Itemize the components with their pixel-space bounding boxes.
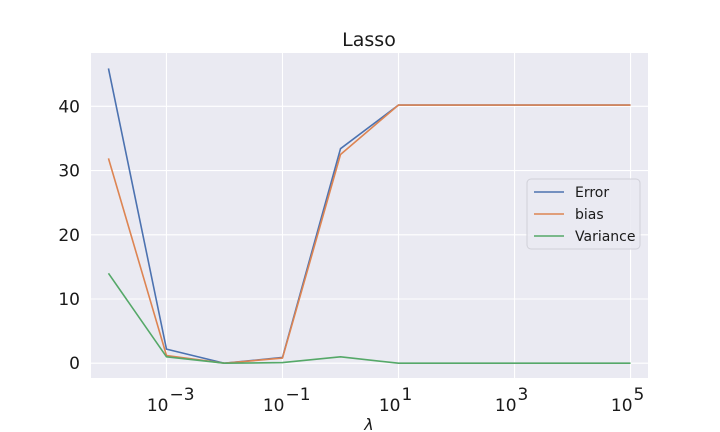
x-tick-exponent: −1 — [285, 385, 310, 405]
x-tick-exponent: 3 — [518, 385, 529, 405]
legend-frame — [526, 178, 641, 250]
legend-label: Variance — [575, 229, 635, 245]
x-axis-label: λ — [363, 415, 373, 432]
x-tick-label-4: 105 — [611, 385, 644, 416]
series-line-variance — [107, 272, 631, 365]
y-tick-label-3: 30 — [58, 162, 80, 182]
x-tick-label-3: 103 — [495, 385, 528, 416]
legend-label: bias — [575, 207, 604, 223]
x-tick-label-2: 101 — [379, 385, 412, 416]
x-tick-exponent: 1 — [402, 385, 413, 405]
y-tick-label-2: 20 — [58, 226, 80, 246]
legend: Error bias Variance — [526, 178, 641, 250]
legend-item-error: Error — [534, 185, 609, 201]
y-tick-labels: 0 10 20 30 40 — [58, 97, 80, 374]
x-tick-exponent: 5 — [634, 385, 645, 405]
x-tick-exponent: −3 — [169, 385, 194, 405]
y-tick-label-4: 40 — [58, 97, 80, 117]
x-tick-base: 10 — [495, 396, 517, 416]
x-tick-label-1: 10−1 — [263, 385, 311, 416]
x-tick-base: 10 — [611, 396, 633, 416]
legend-item-bias: bias — [534, 207, 604, 223]
chart-title: Lasso — [342, 29, 396, 51]
x-tick-base: 10 — [263, 396, 285, 416]
x-tick-label-0: 10−3 — [147, 385, 195, 416]
legend-label: Error — [575, 185, 609, 201]
y-tick-label-0: 0 — [69, 354, 80, 374]
y-tick-label-1: 10 — [58, 290, 80, 310]
x-tick-base: 10 — [147, 396, 169, 416]
legend-item-variance: Variance — [534, 229, 635, 245]
series-lines — [107, 68, 631, 365]
x-tick-base: 10 — [379, 396, 401, 416]
